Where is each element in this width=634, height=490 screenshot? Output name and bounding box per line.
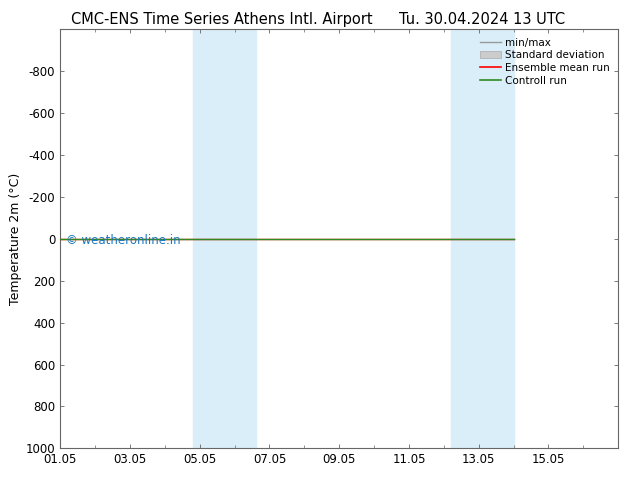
Text: Tu. 30.04.2024 13 UTC: Tu. 30.04.2024 13 UTC (399, 12, 565, 27)
Bar (193, 29, 256, 448)
Legend: min/max, Standard deviation, Ensemble mean run, Controll run: min/max, Standard deviation, Ensemble me… (477, 35, 613, 89)
Text: CMC-ENS Time Series Athens Intl. Airport: CMC-ENS Time Series Athens Intl. Airport (71, 12, 373, 27)
Text: © weatheronline.in: © weatheronline.in (66, 235, 181, 247)
Bar (451, 29, 514, 448)
Y-axis label: Temperature 2m (°C): Temperature 2m (°C) (9, 173, 22, 305)
